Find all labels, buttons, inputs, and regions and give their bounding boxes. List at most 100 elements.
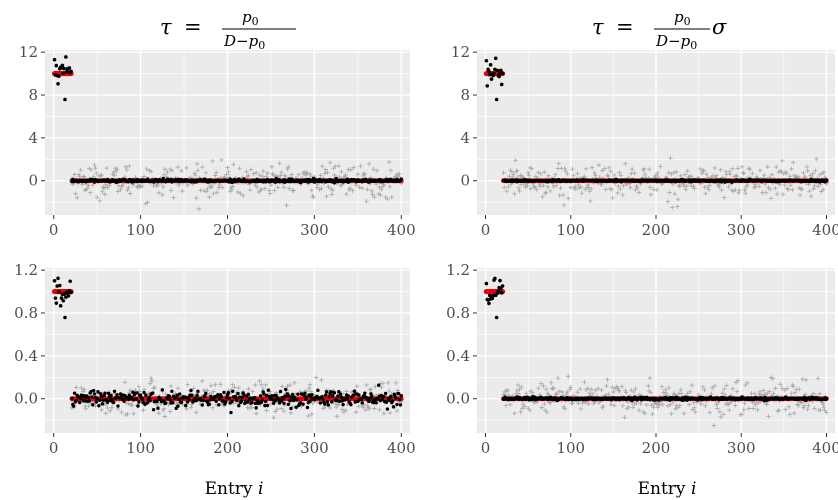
noise-point bbox=[184, 165, 189, 171]
noise-point bbox=[626, 404, 631, 410]
noise-point bbox=[201, 188, 207, 194]
estimate-point bbox=[487, 301, 491, 306]
estimate-point bbox=[189, 388, 193, 393]
estimate-point bbox=[224, 395, 229, 400]
noise-point bbox=[327, 160, 333, 165]
noise-point bbox=[541, 183, 546, 188]
estimate-point bbox=[382, 394, 386, 399]
noise-point bbox=[718, 414, 723, 420]
noise-point bbox=[564, 392, 569, 397]
noise-point bbox=[675, 204, 680, 209]
noise-point bbox=[562, 166, 567, 171]
noise-point bbox=[538, 171, 544, 177]
noise-point bbox=[663, 387, 668, 392]
noise-point bbox=[310, 401, 315, 406]
estimate-point bbox=[134, 397, 138, 401]
noise-point bbox=[531, 184, 537, 189]
noise-point bbox=[511, 172, 516, 177]
noise-point bbox=[618, 173, 624, 178]
estimate-point bbox=[62, 292, 66, 296]
y-tick-label: 0.8 bbox=[14, 304, 38, 322]
y-tick-label: 0.0 bbox=[446, 390, 470, 408]
estimate-point bbox=[63, 315, 67, 320]
noise-point bbox=[620, 403, 625, 409]
noise-point bbox=[556, 161, 562, 166]
title-left-fraction: p0 D−p0 bbox=[222, 8, 296, 52]
y-tick-label: 12 bbox=[451, 43, 470, 61]
estimate-point bbox=[304, 395, 309, 399]
noise-point bbox=[540, 194, 545, 199]
estimate-point bbox=[227, 396, 231, 400]
noise-point bbox=[548, 400, 553, 406]
estimate-point bbox=[397, 391, 401, 396]
noise-point bbox=[546, 173, 551, 178]
noise-point bbox=[651, 405, 656, 410]
noise-point bbox=[168, 383, 174, 389]
noise-point bbox=[669, 411, 674, 416]
estimate-point bbox=[484, 281, 489, 286]
noise-point bbox=[304, 170, 309, 175]
noise-point bbox=[789, 166, 794, 172]
noise-point bbox=[520, 402, 526, 407]
noise-point bbox=[213, 173, 218, 178]
noise-point bbox=[815, 184, 821, 189]
noise-point bbox=[721, 195, 727, 200]
noise-point bbox=[82, 188, 88, 193]
noise-point bbox=[109, 405, 115, 410]
noise-point bbox=[612, 403, 617, 408]
noise-point bbox=[730, 166, 735, 171]
estimate-point bbox=[175, 393, 179, 397]
estimate-point bbox=[252, 395, 257, 400]
noise-point bbox=[162, 414, 168, 419]
noise-point bbox=[141, 408, 146, 413]
estimate-point bbox=[168, 398, 172, 402]
noise-point bbox=[185, 182, 190, 188]
noise-point bbox=[224, 172, 229, 177]
estimate-point bbox=[824, 396, 829, 401]
estimate-point bbox=[376, 397, 380, 401]
noise-point bbox=[749, 391, 754, 396]
estimate-point bbox=[142, 390, 146, 395]
estimate-point bbox=[105, 400, 110, 404]
estimate-point bbox=[360, 401, 364, 405]
estimate-point bbox=[308, 399, 312, 404]
noise-point bbox=[247, 405, 252, 411]
noise-point bbox=[285, 383, 290, 389]
noise-point bbox=[263, 382, 268, 388]
noise-point bbox=[712, 165, 718, 171]
noise-point bbox=[377, 185, 382, 190]
noise-point bbox=[727, 169, 732, 174]
noise-point bbox=[325, 170, 330, 175]
estimate-point bbox=[499, 291, 504, 295]
noise-point bbox=[706, 187, 712, 192]
estimate-point bbox=[115, 393, 119, 397]
estimate-point bbox=[109, 393, 113, 398]
noise-point bbox=[358, 163, 363, 169]
estimate-point bbox=[324, 390, 329, 394]
noise-point bbox=[739, 164, 745, 170]
noise-point bbox=[123, 164, 129, 170]
noise-point bbox=[560, 389, 565, 395]
noise-point bbox=[743, 191, 748, 196]
noise-point bbox=[548, 380, 554, 385]
noise-point bbox=[707, 410, 712, 415]
noise-point bbox=[814, 156, 819, 162]
noise-point bbox=[566, 196, 571, 201]
noise-point bbox=[196, 206, 202, 212]
noise-point bbox=[605, 173, 610, 178]
noise-point bbox=[73, 191, 78, 196]
noise-point bbox=[120, 183, 125, 189]
noise-point bbox=[105, 185, 110, 190]
noise-point bbox=[286, 164, 291, 170]
estimate-point bbox=[380, 397, 384, 402]
estimate-point bbox=[136, 404, 140, 408]
noise-point bbox=[161, 406, 167, 411]
estimate-point bbox=[230, 399, 234, 404]
noise-point bbox=[660, 402, 666, 408]
noise-point bbox=[129, 403, 135, 408]
estimate-point bbox=[201, 398, 205, 403]
noise-point bbox=[779, 169, 784, 175]
noise-point bbox=[287, 382, 293, 388]
noise-point bbox=[91, 174, 96, 179]
noise-point bbox=[791, 160, 796, 165]
